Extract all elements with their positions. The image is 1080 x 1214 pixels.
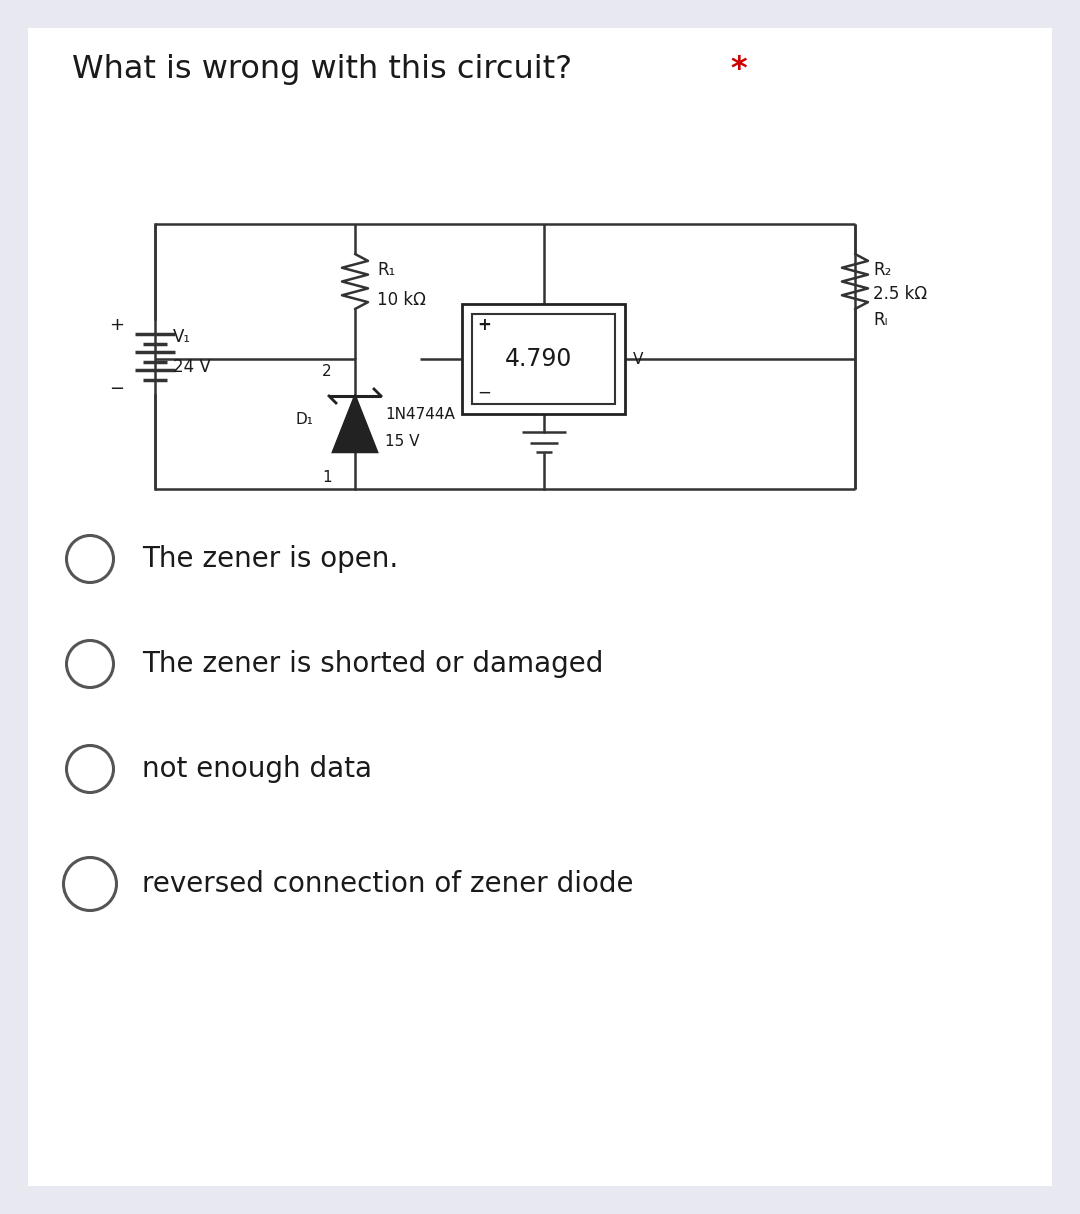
Text: +: +: [109, 316, 124, 334]
Text: not enough data: not enough data: [141, 755, 372, 783]
Text: 1: 1: [322, 470, 332, 484]
Text: *: *: [730, 53, 746, 85]
Text: 24 V: 24 V: [173, 357, 211, 375]
Circle shape: [67, 745, 113, 793]
Text: +: +: [477, 316, 491, 334]
Text: −: −: [109, 380, 124, 397]
Text: 4.790: 4.790: [504, 347, 572, 371]
Text: Rₗ: Rₗ: [873, 311, 888, 329]
Text: R₂: R₂: [873, 261, 891, 278]
Text: V₁: V₁: [173, 328, 191, 346]
Text: What is wrong with this circuit?: What is wrong with this circuit?: [72, 53, 572, 85]
Text: 10 kΩ: 10 kΩ: [377, 290, 426, 308]
Text: 2: 2: [322, 363, 332, 379]
Circle shape: [67, 535, 113, 583]
Text: D₁: D₁: [295, 412, 313, 426]
Circle shape: [64, 857, 117, 910]
Bar: [472, 314, 615, 404]
Circle shape: [67, 641, 113, 687]
Text: The zener is shorted or damaged: The zener is shorted or damaged: [141, 649, 604, 677]
Text: 2.5 kΩ: 2.5 kΩ: [873, 284, 927, 302]
Polygon shape: [333, 396, 377, 452]
FancyBboxPatch shape: [28, 28, 1052, 1186]
Bar: [462, 304, 625, 414]
Text: 1N4744A: 1N4744A: [384, 407, 455, 421]
Text: 15 V: 15 V: [384, 435, 419, 449]
Text: reversed connection of zener diode: reversed connection of zener diode: [141, 870, 634, 898]
Text: V: V: [633, 352, 644, 367]
Text: −: −: [477, 384, 491, 402]
Text: The zener is open.: The zener is open.: [141, 545, 399, 573]
Text: R₁: R₁: [377, 261, 395, 278]
